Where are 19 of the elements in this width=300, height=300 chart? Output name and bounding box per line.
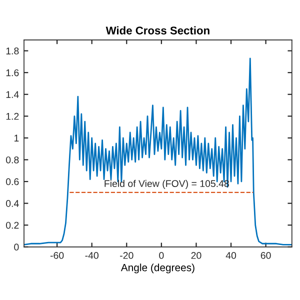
y-tick-label: 0.2	[6, 222, 19, 229]
y-tick-label: 0	[14, 244, 19, 251]
x-tick-label: 60	[260, 252, 271, 259]
chart-title: Wide Cross Section	[106, 26, 210, 34]
y-tick-label: 1.4	[6, 91, 19, 98]
x-tick-label: 20	[191, 252, 202, 259]
y-tick-label: 1.8	[6, 48, 19, 54]
x-tick-label: -20	[120, 252, 134, 259]
x-tick-label: 0	[159, 252, 164, 259]
x-tick-label: -60	[50, 252, 64, 259]
x-tick-label: 40	[226, 252, 236, 259]
y-tick-label: 1.6	[6, 69, 19, 76]
y-tick-label: 1.2	[6, 112, 19, 120]
y-tick-label: 0.4	[6, 200, 19, 207]
y-tick-label: 1	[14, 134, 19, 142]
y-tick-label: 0.6	[6, 178, 19, 186]
x-tick-label: -40	[85, 252, 98, 259]
x-axis-title: Angle (degrees)	[120, 264, 194, 274]
y-tick-label: 0.8	[6, 156, 19, 164]
